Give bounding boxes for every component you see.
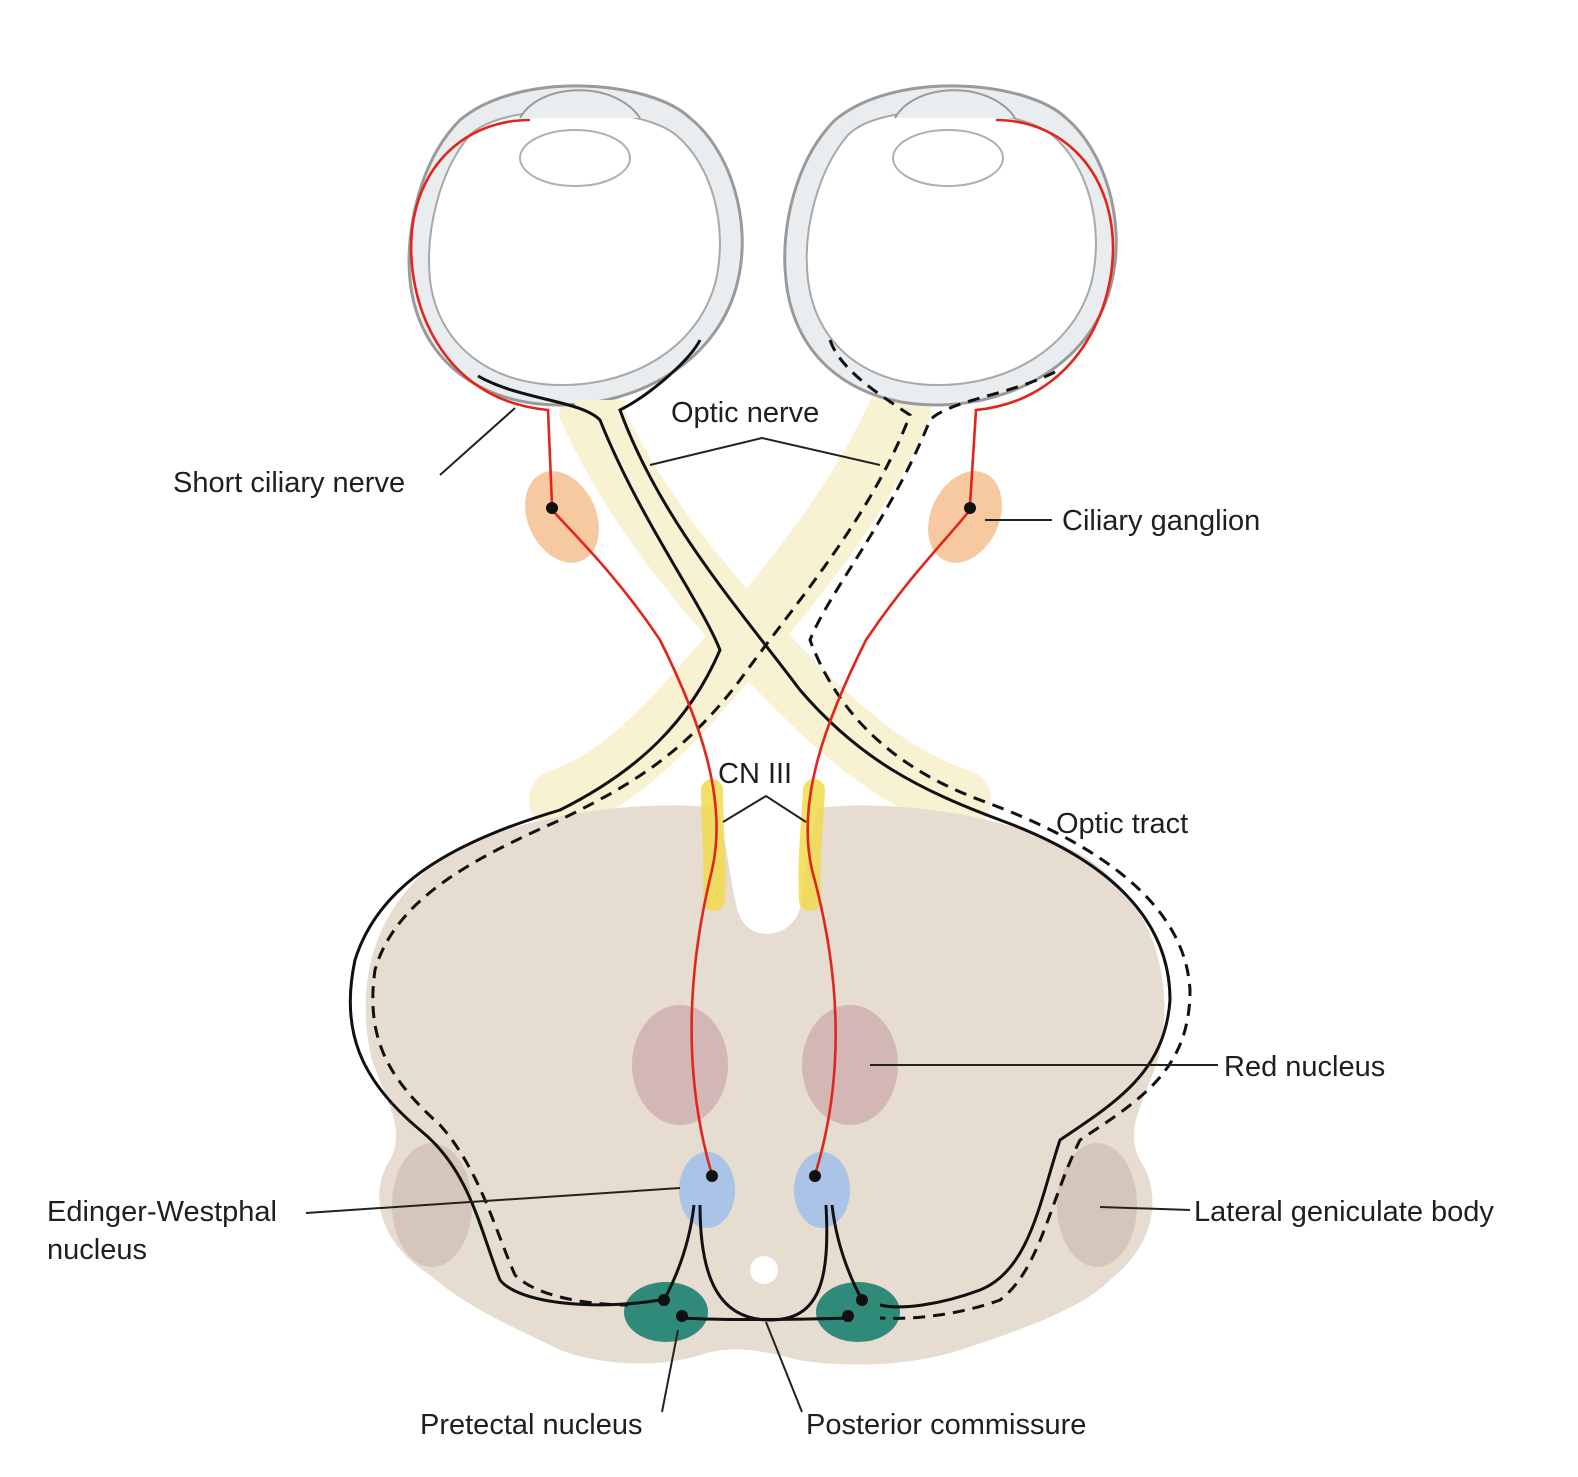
left-eye-cornea	[519, 89, 641, 119]
label-edinger-westphal-2: nucleus	[47, 1234, 147, 1266]
edinger-westphal-left	[679, 1152, 735, 1228]
leader-optic-nerve	[649, 436, 881, 466]
fiber-left-eye-solid	[348, 374, 722, 1307]
lateral-geniculate-right	[1057, 1143, 1137, 1267]
label-red-nucleus: Red nucleus	[1224, 1051, 1385, 1083]
label-cn-iii: CN III	[718, 758, 792, 790]
fiber-pretectal-left-cross-to-ew-right	[698, 1204, 829, 1322]
leader-short-ciliary	[439, 407, 516, 476]
fiber-pretectal-left-up-to-ew-left	[662, 1204, 696, 1301]
red-nucleus-right	[802, 1005, 898, 1125]
synapse-ew-left	[706, 1170, 718, 1182]
right-eye	[783, 84, 1118, 407]
fiber-right-eye-solid-dashed	[808, 370, 1192, 1320]
leader-lateral-geniculate	[1099, 1206, 1191, 1211]
synapse-pretectal-right-b	[842, 1310, 854, 1322]
synapse-pretectal-right-a	[856, 1294, 868, 1306]
optic-pathway	[529, 379, 991, 831]
synapse-ew-right	[809, 1170, 821, 1182]
right-eye-cornea	[894, 89, 1016, 119]
optic-band-right-to-left	[529, 379, 931, 831]
label-pretectal-nucleus: Pretectal nucleus	[420, 1409, 642, 1441]
cerebral-aqueduct	[750, 1256, 778, 1284]
left-eye	[407, 84, 744, 430]
red-preganglionic-left	[551, 509, 718, 1176]
left-eye-optic-stalk	[575, 400, 625, 430]
red-postganglionic-right	[968, 118, 1115, 506]
midbrain	[365, 805, 1165, 1365]
edinger-westphal-right	[794, 1152, 850, 1228]
fiber-left-eye-crossing	[618, 339, 1172, 1309]
label-optic-nerve: Optic nerve	[671, 397, 819, 429]
red-postganglionic-left	[409, 118, 554, 506]
synapse-pretectal-left-a	[658, 1294, 670, 1306]
pretectal-nucleus-right	[816, 1282, 900, 1342]
optic-band-left-to-right	[559, 379, 991, 831]
fiber-right-eye-crossing-dashed	[371, 339, 912, 1307]
synapse-ciliary-right	[964, 502, 976, 514]
right-eye-lens	[892, 129, 1004, 187]
left-eye-lens	[519, 129, 631, 187]
label-posterior-commissure: Posterior commissure	[806, 1409, 1086, 1441]
leader-cn-iii	[722, 794, 807, 823]
label-lateral-geniculate-body: Lateral geniculate body	[1194, 1196, 1494, 1228]
synapse-pretectal-left-b	[676, 1310, 688, 1322]
leader-edinger-westphal	[305, 1187, 681, 1214]
leader-pretectal	[661, 1329, 679, 1413]
right-eye-inner	[805, 109, 1097, 387]
label-optic-tract: Optic tract	[1056, 808, 1188, 840]
label-edinger-westphal-1: Edinger-Westphal	[47, 1196, 277, 1228]
label-ciliary-ganglion: Ciliary ganglion	[1062, 505, 1260, 537]
fiber-pretectal-right-up-to-ew-right	[830, 1204, 864, 1301]
cn-iii-left-root	[701, 779, 726, 911]
afferent-fibers	[348, 339, 1192, 1322]
label-short-ciliary-nerve: Short ciliary nerve	[173, 467, 405, 499]
synapses	[546, 502, 976, 1322]
leader-lines	[305, 407, 1218, 1413]
red-preganglionic-right	[806, 509, 972, 1176]
red-nucleus-left	[632, 1005, 728, 1125]
cn-iii-right-root	[798, 779, 825, 911]
synapse-ciliary-left	[546, 502, 558, 514]
labels: Optic nerve Short ciliary nerve Ciliary …	[47, 397, 1494, 1441]
pretectal-nucleus-left	[624, 1282, 708, 1342]
leader-posterior-commissure	[765, 1321, 803, 1413]
left-eye-inner	[428, 109, 721, 387]
efferent-fibers	[409, 118, 1115, 1176]
